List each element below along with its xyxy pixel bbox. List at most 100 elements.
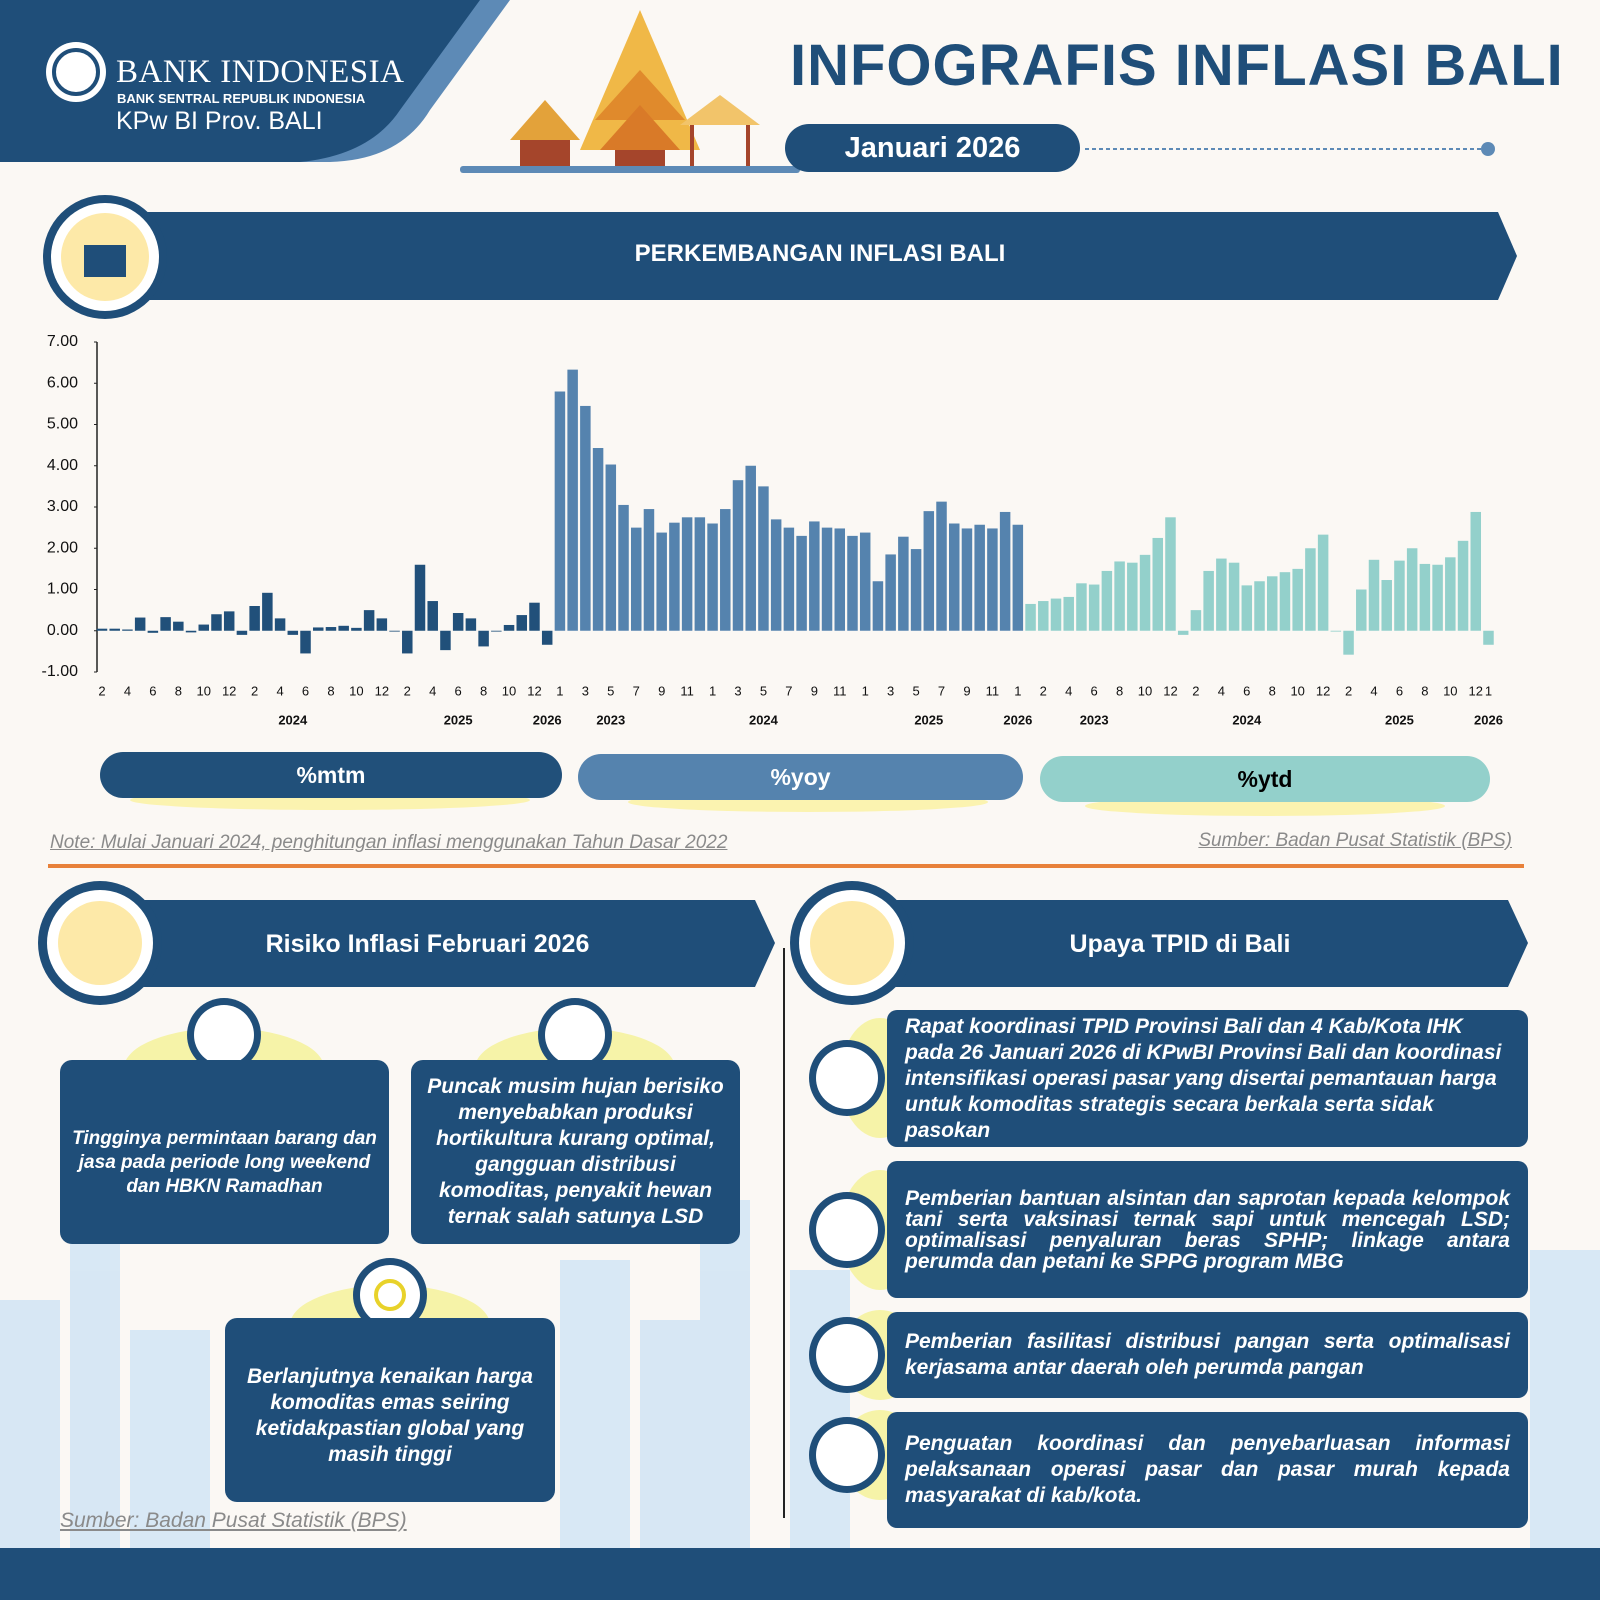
bar (910, 549, 922, 631)
bar (694, 517, 706, 631)
bar (541, 630, 553, 645)
header-shape (0, 0, 480, 162)
bar (859, 532, 871, 631)
bar (134, 617, 146, 631)
bar (516, 615, 528, 631)
org-name: BANK INDONESIA (116, 54, 405, 90)
bar (948, 523, 960, 631)
bar (402, 630, 413, 654)
bar (758, 486, 769, 631)
temple-illustration (460, 10, 800, 173)
period-pill (785, 124, 1080, 172)
bar (669, 522, 680, 631)
bar (376, 618, 388, 631)
year-label: 2025 (914, 712, 943, 727)
x-tick-label: 9 (811, 683, 818, 698)
bar (147, 630, 159, 633)
year-label: 2024 (278, 712, 308, 727)
bar (770, 519, 782, 631)
x-tick-label: 4 (1065, 683, 1072, 698)
bar (1356, 589, 1367, 631)
x-tick-label: 10 (502, 683, 516, 698)
bar (1483, 630, 1494, 645)
bar (1152, 537, 1164, 631)
bar (643, 509, 655, 631)
bar (1076, 583, 1087, 631)
bar (872, 581, 884, 631)
chart-title: PERKEMBANGAN INFLASI BALI (634, 240, 1006, 267)
y-tick-label: 5.00 (47, 416, 78, 433)
bar (618, 504, 629, 631)
year-label: 2024 (1232, 712, 1262, 727)
divider (48, 864, 1524, 868)
bar (745, 465, 756, 631)
effort-banner (850, 900, 1528, 987)
bar (656, 532, 667, 631)
x-tick-label: 6 (149, 683, 156, 698)
legend-entry: %ytd (1040, 756, 1490, 802)
bar (847, 535, 858, 631)
bar (312, 627, 324, 631)
bar (1114, 561, 1125, 631)
x-tick-label: 12 (375, 683, 389, 698)
effort-item: Rapat koordinasi TPID Provinsi Bali dan … (887, 1010, 1528, 1147)
bar (452, 613, 464, 631)
chart: 7.00 6.00 5.00 4.00 3.00 2.00 1.00 0.00 -1.00 2 4 6… (42, 333, 1503, 727)
bar (885, 554, 896, 631)
bar (681, 517, 693, 631)
effort-text: Rapat koordinasi TPID Provinsi Bali dan … (905, 1014, 1502, 1142)
bar (287, 630, 299, 635)
x-tick-label: 9 (658, 683, 665, 698)
x-tick-label: 1 (862, 683, 869, 698)
y-tick-label: 3.00 (47, 498, 78, 515)
bar (1279, 572, 1291, 631)
x-tick-label: 8 (480, 683, 487, 698)
bar (109, 628, 120, 631)
x-tick-label: 4 (124, 683, 131, 698)
rule-dot (1481, 142, 1495, 156)
bar (974, 524, 985, 631)
x-tick-label: 5 (912, 683, 919, 698)
x-tick-label: 6 (1091, 683, 1098, 698)
x-tick-label: 11 (833, 683, 847, 698)
year-label: 2025 (1385, 712, 1414, 727)
risk-item: Tingginya permintaan barang dan jasa pad… (60, 1060, 389, 1244)
x-tick-label: 12 (1469, 683, 1483, 698)
x-tick-label: 2 (1345, 683, 1352, 698)
bar (1190, 610, 1202, 631)
bar (1381, 580, 1392, 631)
bar (999, 511, 1011, 631)
year-label: 2024 (749, 712, 779, 727)
x-tick-label: 8 (1269, 683, 1276, 698)
period: Januari 2026 (844, 132, 1021, 164)
bar (1254, 581, 1265, 631)
risk-item: Puncak musim hujan berisiko menyebabkan … (411, 1060, 740, 1244)
bar (1063, 596, 1074, 631)
x-tick-label: 6 (1243, 683, 1250, 698)
note: Note: Mulai Januari 2024, penghitungan i… (50, 832, 728, 853)
bar (732, 480, 744, 631)
effort-text: Pemberian fasilitasi distribusi pangan s… (905, 1330, 1510, 1379)
effort-text: Penguatan koordinasi dan penyebarluasan … (905, 1432, 1510, 1507)
bar (1038, 601, 1049, 631)
y-tick-label: 6.00 (47, 374, 78, 391)
bar (300, 630, 311, 654)
bar (363, 610, 375, 631)
effort-item: Penguatan koordinasi dan penyebarluasan … (887, 1412, 1528, 1528)
bar (1101, 570, 1113, 631)
bar (465, 618, 477, 631)
bar (503, 624, 515, 631)
bar (1203, 570, 1214, 631)
bar (1088, 584, 1100, 631)
x-tick-label: 10 (1290, 683, 1304, 698)
bar (1343, 630, 1354, 655)
effort-text: Pemberian bantuan alsintan dan saprotan … (905, 1186, 1510, 1273)
bar (1266, 576, 1278, 631)
legend-entry: %yoy (578, 754, 1023, 800)
bar (783, 527, 795, 631)
effort-item: Pemberian bantuan alsintan dan saprotan … (887, 1161, 1528, 1298)
bar (414, 564, 426, 631)
bar (1419, 563, 1431, 631)
bar (478, 630, 489, 647)
bar (389, 630, 400, 632)
